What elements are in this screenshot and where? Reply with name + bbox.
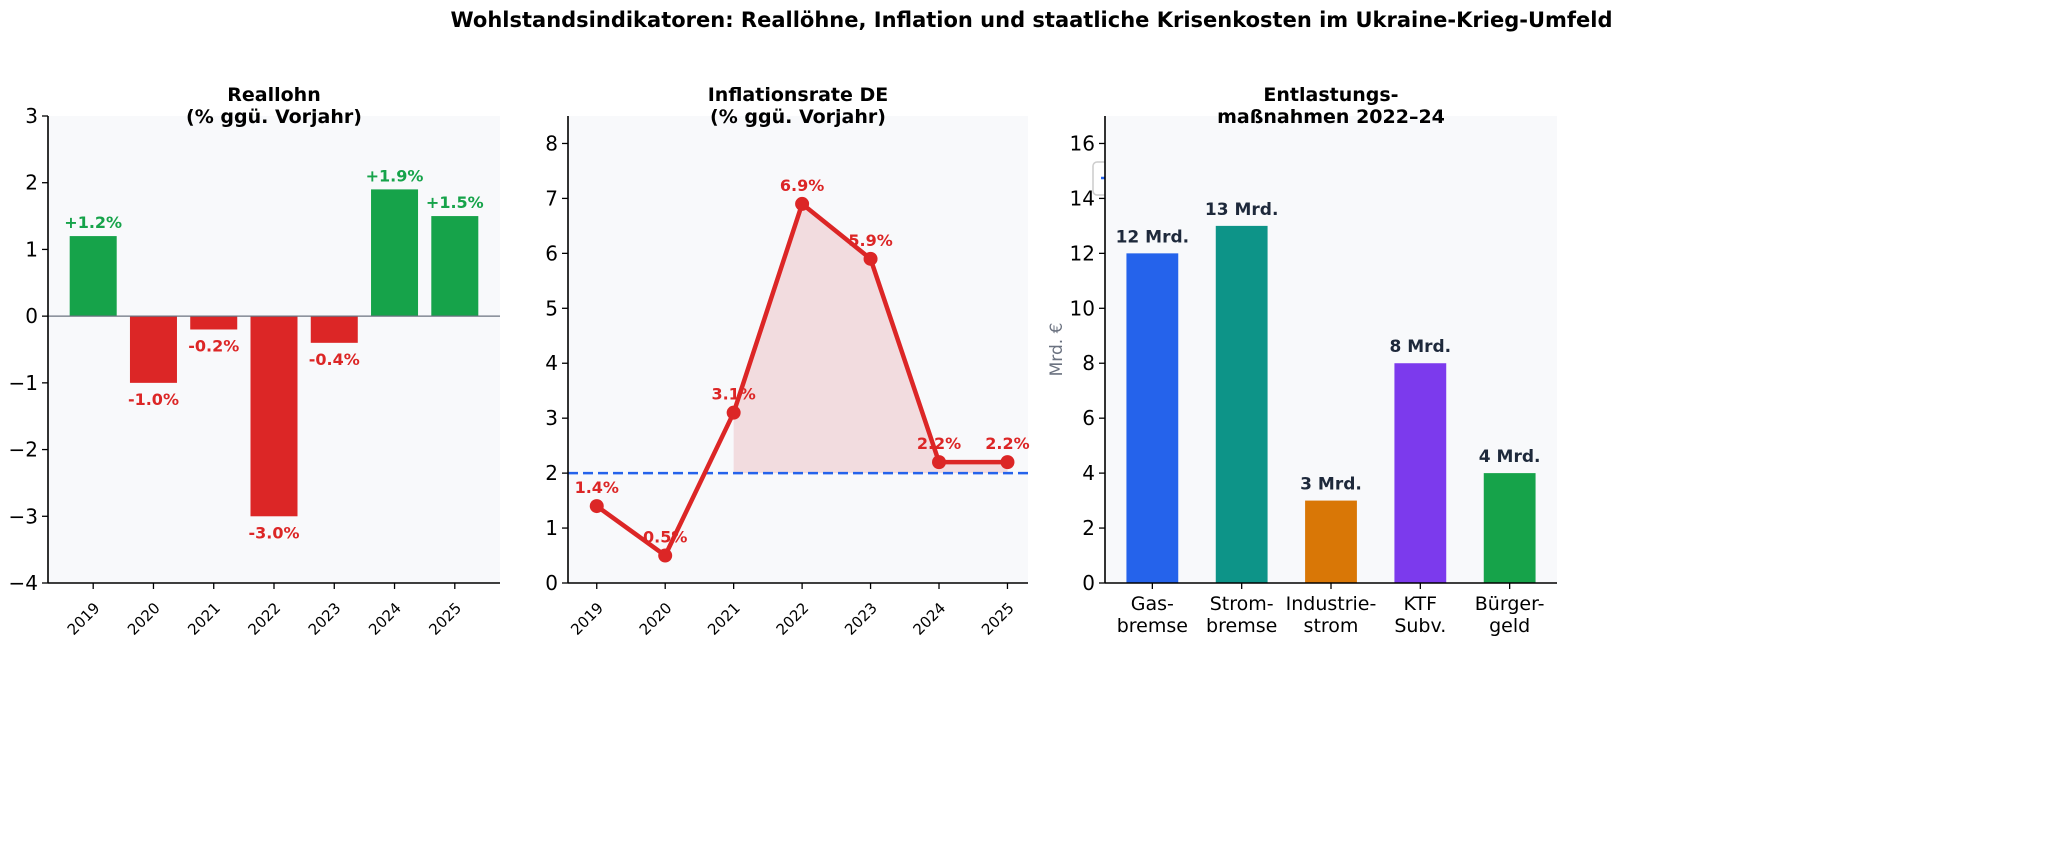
entlastung-title: Entlastungs-maßnahmen 2022–24	[1217, 84, 1445, 128]
entlastung-x-tick-label: Strom-bremse	[1206, 593, 1277, 637]
reallohn-x-tick-label: 2024	[365, 599, 405, 639]
entlastung-y-tick-label: 2	[1082, 516, 1095, 540]
reallohn-bar	[190, 316, 238, 330]
reallohn-x-tick-label: 2022	[245, 599, 285, 639]
inflation-y-tick-label: 1	[545, 516, 558, 540]
entlastung-y-tick-label: 4	[1082, 461, 1095, 485]
inflation-point	[589, 499, 604, 514]
reallohn-y-tick-label: −1	[9, 371, 38, 395]
entlastung-y-tick-label: 6	[1082, 406, 1095, 430]
reallohn-bar	[371, 189, 419, 317]
entlastung-x-tick-label: Gas-bremse	[1117, 593, 1188, 637]
inflation-fill-area	[733, 203, 1008, 474]
entlastung-y-tick-label: 12	[1070, 241, 1095, 265]
reallohn-data-label: -0.4%	[309, 350, 360, 369]
entlastung-y-axis-label: Mrd. €	[1047, 323, 1067, 377]
reallohn-y-tick-label: −3	[9, 504, 38, 528]
inflation-data-label: 1.4%	[575, 478, 619, 497]
entlastung-data-label: 4 Mrd.	[1479, 447, 1541, 467]
entlastung-data-label: 3 Mrd.	[1300, 475, 1362, 495]
reallohn-data-label: +1.5%	[426, 193, 484, 212]
inflation-data-label: 0.5%	[643, 528, 687, 547]
entlastung-bar	[1215, 225, 1268, 583]
inflation-y-tick-label: 2	[545, 461, 558, 485]
inflation-point	[658, 548, 673, 563]
entlastung-bar	[1483, 473, 1536, 583]
inflation-x-tick-label: 2020	[636, 599, 676, 639]
inflation-y-tick-label: 4	[545, 351, 558, 375]
reallohn-bar	[129, 316, 177, 383]
reallohn-y-tick-label: −2	[9, 438, 38, 462]
entlastung-x-tick-label: Bürger-geld	[1475, 593, 1545, 637]
inflation-point	[795, 196, 810, 211]
inflation-data-label: 2.2%	[917, 434, 961, 453]
inflation-y-tick-label: 0	[545, 571, 558, 595]
entlastung-bar	[1126, 253, 1179, 583]
inflation-x-tick-label: 2023	[841, 599, 881, 639]
reallohn-x-tick-label: 2025	[425, 599, 465, 639]
reallohn-bar	[310, 316, 358, 343]
entlastung-data-label: 13 Mrd.	[1205, 200, 1279, 220]
reallohn-data-label: -0.2%	[188, 336, 239, 355]
reallohn-x-tick-label: 2019	[64, 599, 104, 639]
reallohn-y-tick-label: 3	[25, 104, 38, 128]
inflation-y-tick-label: 7	[545, 186, 558, 210]
reallohn-y-tick-label: 2	[25, 171, 38, 195]
inflation-x-tick-label: 2024	[910, 599, 950, 639]
reallohn-data-label: +1.9%	[366, 166, 424, 185]
entlastung-x-tick-label: KTF Subv.	[1394, 593, 1446, 637]
entlastung-y-tick-label: 16	[1070, 131, 1095, 155]
inflation-data-label: 5.9%	[848, 231, 892, 250]
reallohn-x-tick-label: 2021	[184, 599, 224, 639]
inflation-data-label: 3.1%	[711, 385, 755, 404]
entlastung-bar	[1394, 363, 1447, 583]
reallohn-bar	[431, 216, 479, 317]
inflation-title: Inflationsrate DE (% ggü. Vorjahr)	[708, 84, 889, 128]
inflation-y-tick-label: 6	[545, 241, 558, 265]
reallohn-y-tick-label: 0	[25, 304, 38, 328]
inflation-x-tick-label: 2021	[704, 599, 744, 639]
entlastung-y-tick-label: 8	[1082, 351, 1095, 375]
inflation-x-tick-label: 2022	[773, 599, 813, 639]
reallohn-y-tick-label: 1	[25, 237, 38, 261]
entlastung-x-tick-label: Industrie-strom	[1286, 593, 1377, 637]
inflation-data-label: 2.2%	[985, 434, 1029, 453]
reallohn-data-label: -1.0%	[128, 390, 179, 409]
inflation-y-tick-label: 5	[545, 296, 558, 320]
inflation-point	[1000, 455, 1015, 470]
entlastung-bar	[1305, 500, 1357, 583]
inflation-point	[932, 455, 947, 470]
reallohn-data-label: +1.2%	[64, 213, 122, 232]
entlastung-y-tick-label: 14	[1070, 186, 1095, 210]
inflation-x-tick-label: 2019	[567, 599, 607, 639]
entlastung-y-tick-label: 0	[1082, 571, 1095, 595]
figure-title: Wohlstandsindikatoren: Reallöhne, Inflat…	[450, 8, 1613, 32]
reallohn-x-tick-label: 2020	[124, 599, 164, 639]
inflation-data-label: 6.9%	[780, 176, 824, 195]
entlastung-data-label: 8 Mrd.	[1389, 337, 1451, 357]
inflation-x-tick-label: 2025	[978, 599, 1018, 639]
reallohn-y-tick-label: −4	[9, 571, 38, 595]
inflation-point	[863, 251, 878, 266]
reallohn-data-label: -3.0%	[248, 523, 299, 542]
reallohn-bar	[69, 236, 117, 317]
inflation-y-tick-label: 3	[545, 406, 558, 430]
reallohn-title: Reallohn (% ggü. Vorjahr)	[186, 84, 362, 128]
reallohn-bar	[250, 316, 298, 517]
entlastung-data-label: 12 Mrd.	[1116, 227, 1190, 247]
entlastung-y-tick-label: 10	[1070, 296, 1095, 320]
inflation-point	[726, 405, 741, 420]
reallohn-x-tick-label: 2023	[305, 599, 345, 639]
inflation-y-tick-label: 8	[545, 131, 558, 155]
